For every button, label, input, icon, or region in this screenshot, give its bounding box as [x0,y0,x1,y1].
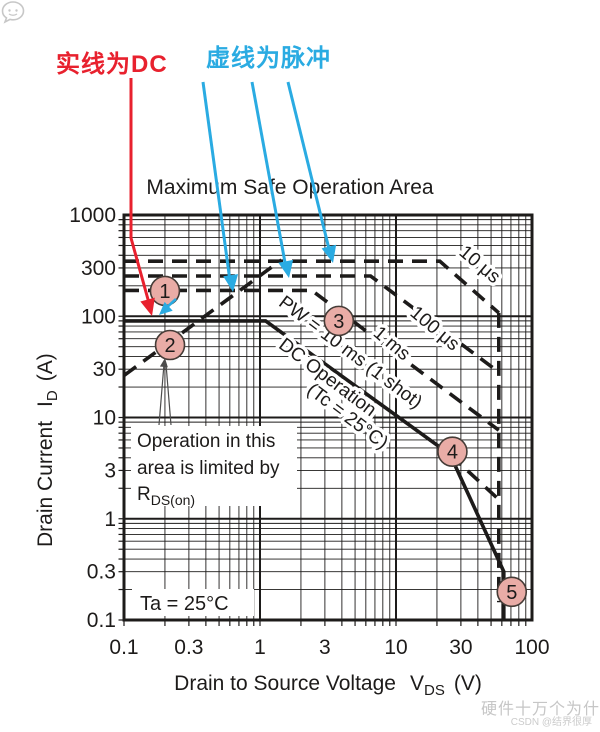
axis-ticks: 0.1 0.3 1 3 10 30 100 1000 300 100 30 10 3 1 0.3 0.1 [69,204,549,659]
cyan-arrowhead [223,274,239,292]
y-tick-label: 300 [81,257,116,280]
annotation-dashed-is-pulse: 虚线为脉冲 [206,45,331,72]
label-100us: 100 μs [406,302,463,355]
ta-note-bg [132,589,254,616]
rdson-note-bg [131,426,297,506]
marker-number: 2 [164,335,175,357]
marker-circle-2: 2 [154,329,186,361]
cyan-arrowhead [278,259,294,278]
cyan-arrowhead [321,244,337,263]
pointer-arrowhead [159,358,168,368]
rdson-note: Operation in this area is limited by RDS… [131,426,297,508]
y-tick-label: 0.1 [87,609,116,632]
x-tick-label: 0.1 [109,636,138,659]
y-tick-label: 10 [93,407,116,430]
curve-dashed [124,259,500,315]
pointer-line [158,363,165,426]
ta-note: Ta = 25°C [132,589,254,616]
x-axis-title: Drain to Source Voltage VDS (V) [174,672,482,699]
numbered-markers: 1 2 3 4 5 [149,275,528,608]
grid [118,213,534,626]
curve-dashed [124,274,500,374]
y-tick-label: 1000 [69,204,116,227]
marker-circle-5: 5 [496,576,528,608]
y-tick-label: 100 [81,305,116,328]
x-tick-label: 10 [384,636,407,659]
cyan-small-arrowhead [159,301,173,315]
cyan-arrow-shaft [250,81,288,269]
pointer-line [165,363,172,426]
x-tick-label: 3 [319,636,331,659]
red-arrowhead [140,297,155,316]
marker-circle-3: 3 [323,305,355,337]
cyan-arrow-shaft [201,81,232,282]
cyan-arrow-shaft [286,81,332,254]
marker-bubble [323,305,355,337]
rdson-note-line1: Operation in this [137,431,275,452]
y-axis-title: Drain CurrentID(A) [34,353,61,547]
x-tick-label: 30 [449,636,472,659]
marker-circle-4: 4 [437,436,468,467]
curve-dashed [124,288,500,432]
y-tick-label: 0.3 [87,561,116,584]
y-tick-label: 1 [104,508,116,531]
x-tick-label: 1 [254,636,266,659]
ta-note-text: Ta = 25°C [140,593,229,615]
marker-number: 3 [333,311,344,333]
annotation-solid-is-dc: 实线为DC [56,51,168,78]
chat-bubble-icon [1,1,25,24]
x-tick-label: 0.3 [174,636,203,659]
y-tick-label: 30 [93,358,116,381]
marker-bubble [154,329,186,361]
rdson-note-line3: RDS(on) [137,484,195,508]
watermark-csdn: CSDN @结界很厚 [510,717,592,728]
chart-title: Maximum Safe Operation Area [146,176,433,199]
y-tick-label: 3 [104,459,116,482]
x-tick-label: 100 [514,636,549,659]
marker-number: 5 [506,582,517,604]
watermark-brand: 硬件十万个为什么 [481,701,600,718]
curve-dashed [122,258,283,377]
marker-bubble [496,576,528,608]
annotation-arrows [129,78,337,426]
marker-bubble [437,436,468,467]
marker-number: 4 [447,442,458,464]
plot-border [122,213,534,622]
marker-number: 1 [159,281,170,303]
rdson-note-line2: area is limited by [137,458,280,479]
red-arrow-shaft [129,78,151,304]
